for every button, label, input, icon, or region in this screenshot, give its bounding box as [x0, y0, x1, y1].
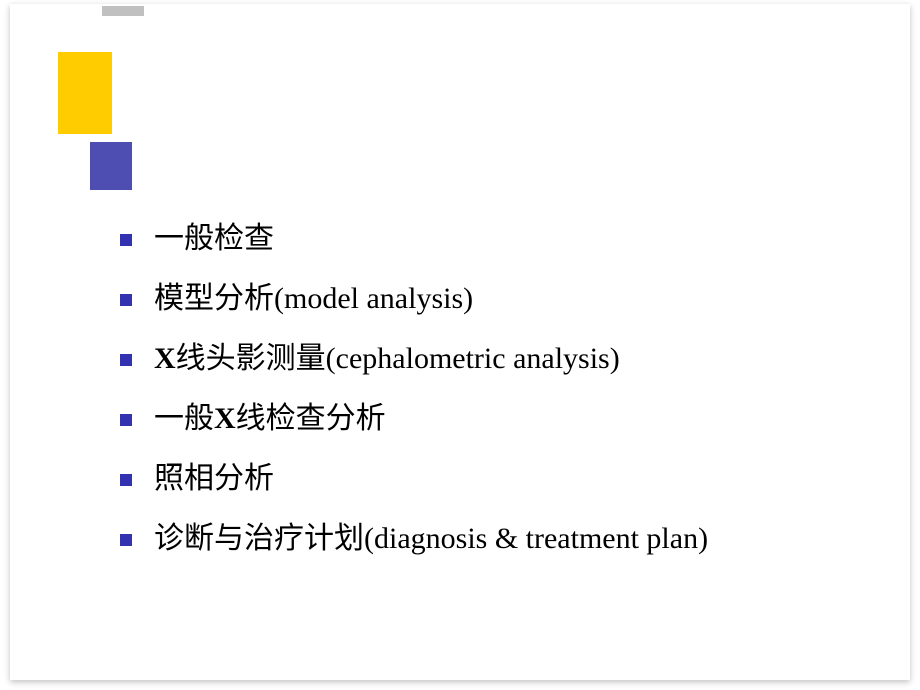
- bullet-list: 一般检查 模型分析(model analysis) X线头影测量(cephalo…: [120, 219, 860, 579]
- list-item: 照相分析: [120, 459, 860, 498]
- list-item-text: X线头影测量(cephalometric analysis): [154, 339, 860, 378]
- yellow-block-decoration: [58, 52, 112, 134]
- list-item-text: 照相分析: [154, 459, 860, 498]
- bold-prefix: X: [154, 342, 176, 375]
- bullet-icon: [120, 234, 132, 246]
- text-prefix: 一般: [154, 402, 214, 435]
- list-item-text: 诊断与治疗计划(diagnosis & treatment plan): [154, 519, 860, 558]
- bold-text: X: [214, 402, 236, 435]
- bullet-icon: [120, 414, 132, 426]
- list-item: 模型分析(model analysis): [120, 279, 860, 318]
- bullet-icon: [120, 294, 132, 306]
- list-item-text: 一般X线检查分析: [154, 399, 860, 438]
- bullet-icon: [120, 534, 132, 546]
- text-suffix: 线检查分析: [236, 402, 386, 435]
- list-item: 一般检查: [120, 219, 860, 258]
- list-item: 一般X线检查分析: [120, 399, 860, 438]
- slide-frame: 一般检查 模型分析(model analysis) X线头影测量(cephalo…: [10, 4, 910, 680]
- bullet-icon: [120, 354, 132, 366]
- text-content: 线头影测量(cephalometric analysis): [176, 342, 620, 375]
- list-item-text: 模型分析(model analysis): [154, 279, 860, 318]
- list-item-text: 一般检查: [154, 219, 860, 258]
- list-item: 诊断与治疗计划(diagnosis & treatment plan): [120, 519, 860, 558]
- purple-block-decoration: [90, 142, 132, 190]
- list-item: X线头影测量(cephalometric analysis): [120, 339, 860, 378]
- gray-bar-decoration: [102, 6, 144, 16]
- bullet-icon: [120, 474, 132, 486]
